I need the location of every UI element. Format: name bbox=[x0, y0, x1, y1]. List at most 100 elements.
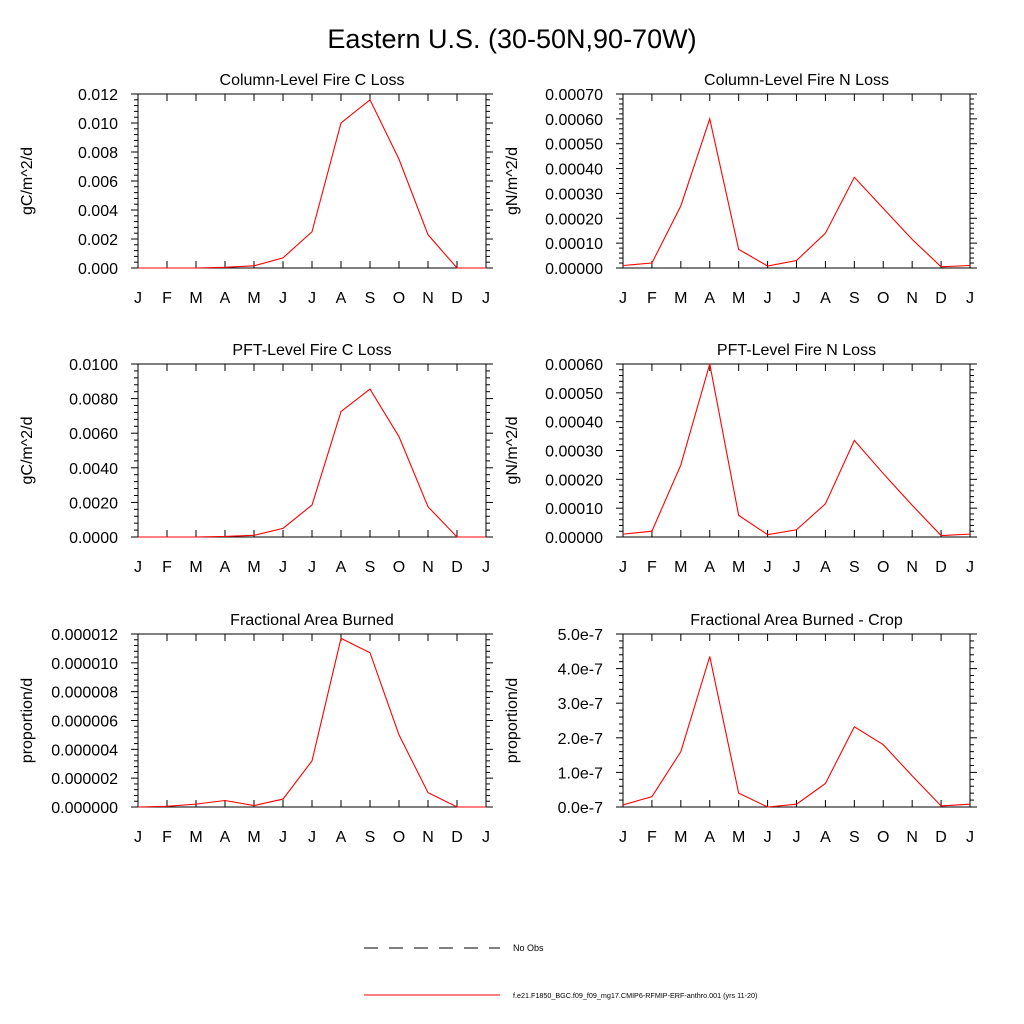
chart-title: Fractional Area Burned - Crop bbox=[690, 612, 903, 629]
y-axis-label: gN/m^2/d bbox=[504, 147, 521, 215]
x-tick-label: J bbox=[134, 559, 142, 576]
chart-title: Column-Level Fire N Loss bbox=[704, 72, 889, 89]
x-tick-label: J bbox=[482, 829, 490, 846]
series-line bbox=[138, 98, 486, 269]
x-tick-label: A bbox=[336, 290, 347, 307]
y-axis-label: proportion/d bbox=[504, 678, 521, 763]
series-line bbox=[622, 656, 971, 808]
y-tick-label: 0.008 bbox=[78, 145, 118, 162]
x-tick-label: S bbox=[365, 559, 376, 576]
x-tick-label: N bbox=[422, 559, 434, 576]
x-tick-label: M bbox=[674, 290, 687, 307]
x-tick-label: F bbox=[647, 559, 657, 576]
x-tick-label: A bbox=[220, 290, 231, 307]
x-tick-label: N bbox=[906, 290, 918, 307]
x-tick-label: J bbox=[966, 290, 974, 307]
series-line bbox=[622, 116, 971, 268]
x-tick-label: J bbox=[793, 290, 801, 307]
x-tick-label: S bbox=[849, 829, 860, 846]
y-tick-label: 5.0e-7 bbox=[558, 627, 603, 644]
x-tick-label: A bbox=[220, 829, 231, 846]
x-tick-label: O bbox=[877, 559, 889, 576]
x-tick-label: J bbox=[279, 559, 287, 576]
x-tick-label: A bbox=[704, 559, 715, 576]
x-tick-label: D bbox=[451, 829, 463, 846]
figure-title: Eastern U.S. (30-50N,90-70W) bbox=[327, 24, 696, 54]
x-tick-label: M bbox=[247, 829, 260, 846]
x-tick-label: J bbox=[279, 290, 287, 307]
x-tick-label: A bbox=[336, 559, 347, 576]
y-tick-label: 0.000006 bbox=[51, 714, 118, 731]
y-tick-label: 0.00060 bbox=[545, 357, 603, 374]
x-tick-label: D bbox=[935, 559, 947, 576]
plot-frame bbox=[137, 363, 487, 538]
x-tick-label: N bbox=[906, 829, 918, 846]
x-tick-label: J bbox=[793, 559, 801, 576]
x-tick-label: F bbox=[647, 290, 657, 307]
x-tick-label: A bbox=[220, 559, 231, 576]
y-tick-label: 0.00030 bbox=[545, 444, 603, 461]
y-tick-label: 0.00020 bbox=[545, 472, 603, 489]
chart-title: PFT-Level Fire C Loss bbox=[232, 342, 391, 359]
y-tick-label: 0.0100 bbox=[69, 357, 118, 374]
x-tick-label: J bbox=[308, 290, 316, 307]
y-tick-label: 0.000004 bbox=[51, 742, 118, 759]
y-tick-label: 0.00040 bbox=[545, 162, 603, 179]
x-tick-label: J bbox=[793, 829, 801, 846]
y-tick-label: 0.010 bbox=[78, 116, 118, 133]
x-tick-label: J bbox=[134, 829, 142, 846]
x-tick-label: F bbox=[162, 559, 172, 576]
y-tick-label: 0.0060 bbox=[69, 426, 118, 443]
x-tick-label: S bbox=[849, 290, 860, 307]
y-axis-label: gC/m^2/d bbox=[19, 147, 36, 215]
series-line bbox=[622, 363, 971, 537]
y-tick-label: 0.006 bbox=[78, 174, 118, 191]
x-tick-label: A bbox=[820, 290, 831, 307]
y-tick-label: 0.00000 bbox=[545, 261, 603, 278]
x-tick-label: J bbox=[764, 829, 772, 846]
chart-title: PFT-Level Fire N Loss bbox=[717, 342, 876, 359]
y-tick-label: 0.0080 bbox=[69, 392, 118, 409]
y-tick-label: 0.000 bbox=[78, 261, 118, 278]
x-tick-label: M bbox=[732, 559, 745, 576]
x-tick-label: J bbox=[966, 829, 974, 846]
x-tick-label: M bbox=[674, 559, 687, 576]
plot-frame bbox=[622, 93, 971, 269]
x-tick-label: F bbox=[647, 829, 657, 846]
x-tick-label: J bbox=[279, 829, 287, 846]
chart-panel-6: Fractional Area Burned - Crop proportion/… bbox=[504, 612, 977, 846]
x-tick-label: J bbox=[482, 290, 490, 307]
y-tick-label: 0.00010 bbox=[545, 236, 603, 253]
y-axis-label: gN/m^2/d bbox=[504, 417, 521, 485]
x-tick-label: F bbox=[162, 290, 172, 307]
x-tick-label: J bbox=[482, 559, 490, 576]
x-tick-label: O bbox=[393, 559, 405, 576]
y-tick-label: 1.0e-7 bbox=[558, 765, 603, 782]
plot-frame bbox=[622, 633, 971, 808]
y-axis-label: proportion/d bbox=[19, 678, 36, 763]
x-tick-label: J bbox=[764, 290, 772, 307]
x-tick-label: N bbox=[422, 290, 434, 307]
x-tick-label: O bbox=[393, 829, 405, 846]
y-tick-label: 0.0e-7 bbox=[558, 800, 603, 817]
y-tick-label: 0.00060 bbox=[545, 112, 603, 129]
y-tick-label: 0.00040 bbox=[545, 415, 603, 432]
x-tick-label: M bbox=[247, 559, 260, 576]
x-tick-label: O bbox=[877, 290, 889, 307]
y-tick-label: 0.00050 bbox=[545, 137, 603, 154]
chart-title: Column-Level Fire C Loss bbox=[220, 72, 405, 89]
x-tick-label: J bbox=[134, 290, 142, 307]
y-tick-label: 0.0020 bbox=[69, 495, 118, 512]
x-tick-label: J bbox=[966, 559, 974, 576]
x-tick-label: J bbox=[619, 559, 627, 576]
x-tick-label: J bbox=[619, 290, 627, 307]
x-tick-label: M bbox=[247, 290, 260, 307]
x-tick-label: M bbox=[732, 829, 745, 846]
x-tick-label: O bbox=[877, 829, 889, 846]
